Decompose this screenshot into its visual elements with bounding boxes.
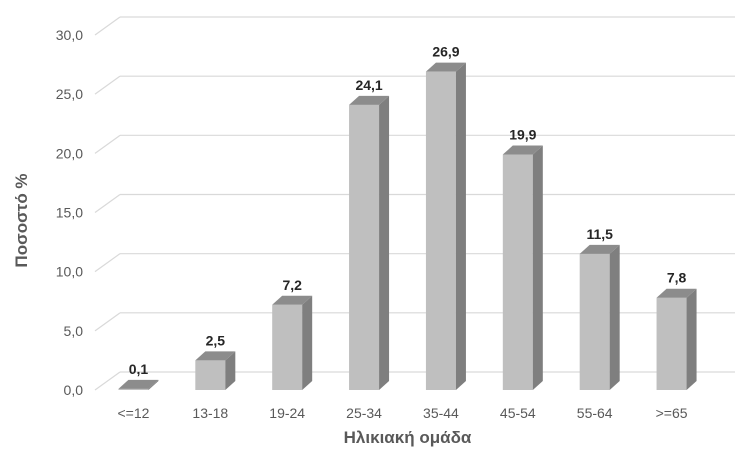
y-axis-title: Ποσοστό %: [12, 173, 31, 267]
data-label: 2,5: [206, 332, 226, 348]
x-tick-label: 55-64: [577, 405, 613, 421]
gridline: [94, 253, 735, 273]
x-tick-label: 13-18: [192, 405, 228, 421]
data-label: 7,2: [282, 277, 302, 293]
bars-layer: [118, 62, 697, 391]
y-tick-label: 25,0: [56, 86, 83, 102]
x-tick-label: 45-54: [500, 405, 536, 421]
y-tick-label: 0,0: [64, 382, 84, 398]
y-tick-label: 30,0: [56, 27, 83, 43]
gridline: [94, 193, 735, 213]
x-axis-title: Ηλικιακή ομάδα: [344, 428, 472, 447]
gridline: [94, 371, 735, 391]
x-tick-label: 25-34: [346, 405, 382, 421]
data-label: 26,9: [432, 44, 459, 60]
y-tick-label: 5,0: [64, 323, 84, 339]
labels-layer: 0,0 5,0 10,0 15,0 20,0 25,0 30,0 0,1 <=12 2,5 13-1…: [56, 27, 688, 421]
gridline: [94, 312, 735, 332]
bar: [579, 244, 620, 390]
gridline: [94, 134, 735, 154]
y-tick-label: 15,0: [56, 205, 83, 221]
x-tick-label: 35-44: [423, 405, 459, 421]
data-label: 7,8: [667, 270, 687, 286]
bar: [272, 295, 313, 390]
x-tick-label: >=65: [656, 405, 688, 421]
bar: [118, 379, 159, 390]
data-label: 19,9: [509, 127, 536, 143]
y-tick-label: 20,0: [56, 145, 83, 161]
y-tick-label: 10,0: [56, 264, 83, 280]
x-tick-label: 19-24: [269, 405, 305, 421]
bar: [349, 95, 390, 391]
gridline: [94, 75, 735, 95]
data-label: 24,1: [355, 77, 382, 93]
bar: [195, 351, 236, 390]
data-label: 11,5: [586, 226, 613, 242]
bar: [656, 288, 697, 390]
data-label: 0,1: [129, 361, 149, 377]
x-tick-label: <=12: [117, 405, 149, 421]
gridline: [94, 16, 735, 36]
bar: [425, 62, 466, 390]
bar: [502, 145, 543, 390]
grid-layer: [94, 16, 735, 391]
